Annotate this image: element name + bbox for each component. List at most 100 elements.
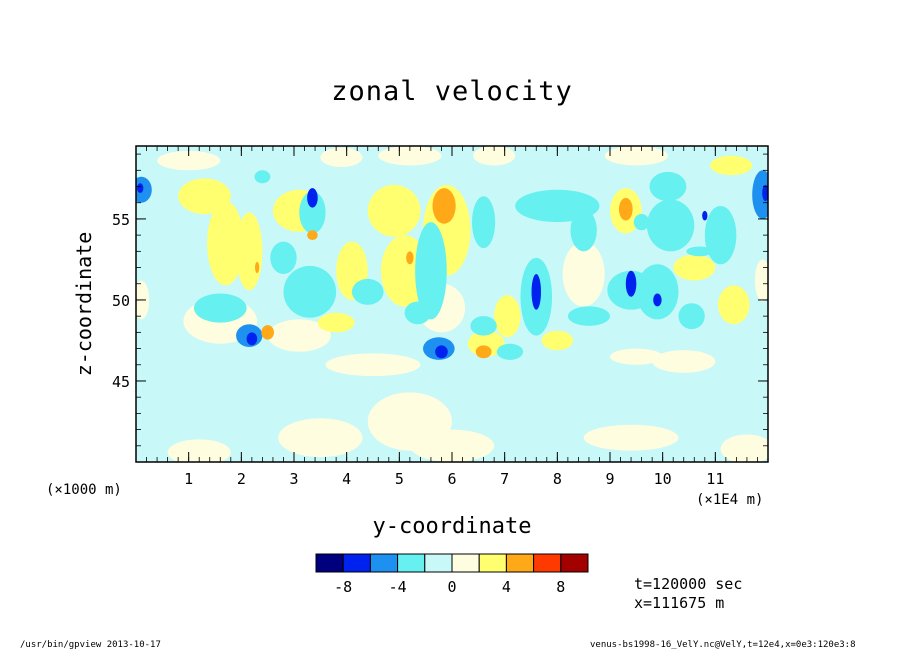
colorbar-swatch [342, 553, 371, 573]
colorbar-swatch [397, 553, 426, 573]
x-tick-label: 7 [500, 470, 509, 488]
contour-region [307, 230, 318, 240]
contour-region [246, 332, 258, 346]
contour-region [261, 325, 274, 340]
contour-region [494, 295, 521, 338]
colorbar-tick-label: 0 [447, 578, 456, 596]
contour-region [167, 439, 231, 462]
contour-region [583, 424, 679, 451]
contour-region [472, 196, 496, 249]
colorbar-swatch [560, 553, 589, 573]
contour-region [378, 146, 442, 166]
contour-region [435, 345, 448, 359]
contour-region [470, 316, 497, 336]
contour-region [686, 246, 713, 257]
colorbar-swatch [533, 553, 562, 573]
contour-region [207, 201, 244, 286]
contour-region [178, 178, 231, 215]
x-tick-label: 6 [447, 470, 456, 488]
contour-region [307, 188, 318, 208]
x-tick-label: 1 [184, 470, 193, 488]
contour-region [255, 261, 260, 274]
time-info: t=120000 sec [634, 575, 743, 593]
x-unit-left-label: (×1000 m) [46, 482, 122, 498]
contour-region [562, 241, 605, 307]
contour-region [320, 147, 363, 168]
contour-region [406, 251, 414, 265]
contour-region [267, 319, 331, 352]
contour-region [762, 184, 768, 202]
contour-region [720, 434, 768, 462]
colorbar: -8 -4 0 4 8 [315, 553, 589, 596]
contour-region [193, 293, 247, 323]
contour-region [704, 205, 737, 265]
x-tick-label: 11 [706, 470, 724, 488]
colorbar-swatch [505, 553, 535, 573]
footer-source: venus-bs1998-16_VelY.nc@VelY,t=12e4,x=0e… [590, 640, 856, 650]
contour-region [646, 199, 695, 252]
contour-region [515, 189, 600, 223]
contour-region [157, 150, 221, 171]
x-tick-label: 10 [654, 470, 672, 488]
contour-region [752, 170, 768, 219]
contour-region [317, 312, 355, 333]
contour-region [236, 212, 263, 291]
info-block: t=120000 sec x=111675 m [634, 575, 742, 613]
contour-region [625, 270, 637, 297]
contour-region [754, 259, 768, 302]
x-position-info: x=111675 m [634, 594, 725, 612]
colorbar-tick-label: 8 [556, 578, 565, 596]
contour-region [475, 345, 492, 359]
x-tick-label: 4 [342, 470, 351, 488]
contour-region [531, 274, 542, 310]
colorbar-tick-label: -8 [334, 578, 352, 596]
contour-region [136, 319, 179, 352]
x-tick-label: 9 [605, 470, 614, 488]
x-axis-label: y-coordinate [372, 514, 532, 539]
colorbar-swatch [369, 553, 399, 573]
contour-region [404, 301, 431, 325]
contour-region [367, 184, 421, 237]
contour-region [702, 210, 708, 221]
y-tick-label: 55 [112, 211, 130, 229]
colorbar-swatch [424, 553, 453, 573]
colorbar-swatch [451, 553, 480, 573]
contour-region [610, 348, 663, 365]
contour-region [415, 222, 447, 320]
y-axis-label: z-coordinate [72, 231, 96, 377]
contour-region [541, 330, 574, 351]
contour-region [351, 278, 384, 305]
velocity-field [136, 146, 768, 462]
contour-region [496, 343, 524, 360]
y-tick-label: 45 [112, 373, 130, 391]
contour-region [649, 171, 687, 202]
colorbar-swatch [478, 553, 507, 573]
contour-region [653, 293, 662, 307]
minor-ticks [136, 146, 769, 462]
chart-title: zonal velocity [331, 76, 573, 107]
colorbar-tick-label: -4 [389, 578, 407, 596]
contour-region [710, 155, 753, 176]
y-tick-label: 50 [112, 292, 130, 310]
contour-region [137, 183, 144, 193]
contour-region [270, 241, 297, 275]
x-tick-label: 5 [395, 470, 404, 488]
x-unit-right-label: (×1E4 m) [696, 492, 764, 508]
contour-region [283, 265, 337, 318]
contour-region [652, 350, 716, 373]
colorbar-tick-label: 4 [502, 578, 511, 596]
colorbar-swatch [315, 553, 344, 573]
contour-region [254, 170, 271, 184]
contour-region [325, 353, 421, 377]
footer-program-date: /usr/bin/gpview 2013-10-17 [20, 640, 161, 650]
contour-region [299, 191, 326, 234]
x-tick-label: 8 [553, 470, 562, 488]
contour-region [567, 306, 610, 326]
contour-region [136, 176, 152, 203]
contour-region [633, 214, 650, 231]
contour-region [604, 146, 668, 166]
contour-region [618, 197, 633, 221]
contour-region [717, 285, 750, 325]
contour-region [678, 303, 705, 330]
